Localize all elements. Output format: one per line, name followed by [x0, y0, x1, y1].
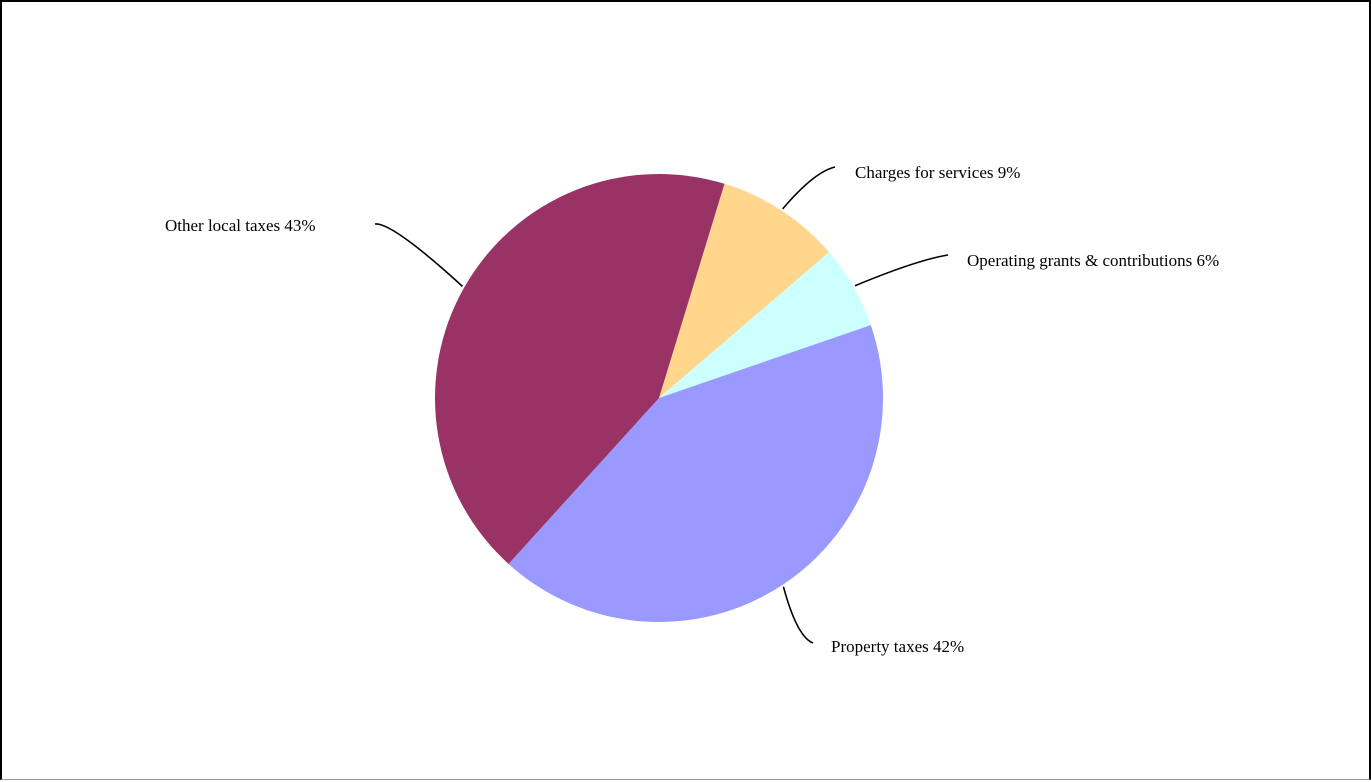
- label-other-local-taxes: Other local taxes 43%: [165, 216, 316, 235]
- slice-property-taxes: [508, 325, 884, 623]
- leader-lines: [374, 166, 949, 644]
- leader-charges-for-services: [782, 166, 836, 210]
- label-property-taxes: Property taxes 42%: [831, 637, 964, 656]
- leader-other-local-taxes: [374, 223, 464, 287]
- slice-labels: Charges for services 9% Operating grants…: [165, 163, 1219, 656]
- slice-operating-grants: [659, 252, 871, 398]
- leader-property-taxes: [782, 586, 814, 644]
- label-operating-grants: Operating grants & contributions 6%: [967, 251, 1219, 270]
- slice-other-local-taxes: [434, 174, 725, 564]
- leader-operating-grants: [854, 254, 949, 287]
- pie-slices: [434, 174, 884, 623]
- slice-charges-for-services: [659, 183, 830, 398]
- label-charges-for-services: Charges for services 9%: [855, 163, 1020, 182]
